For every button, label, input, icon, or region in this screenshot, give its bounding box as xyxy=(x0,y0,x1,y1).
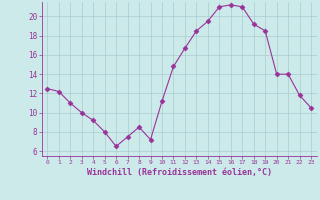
X-axis label: Windchill (Refroidissement éolien,°C): Windchill (Refroidissement éolien,°C) xyxy=(87,168,272,177)
